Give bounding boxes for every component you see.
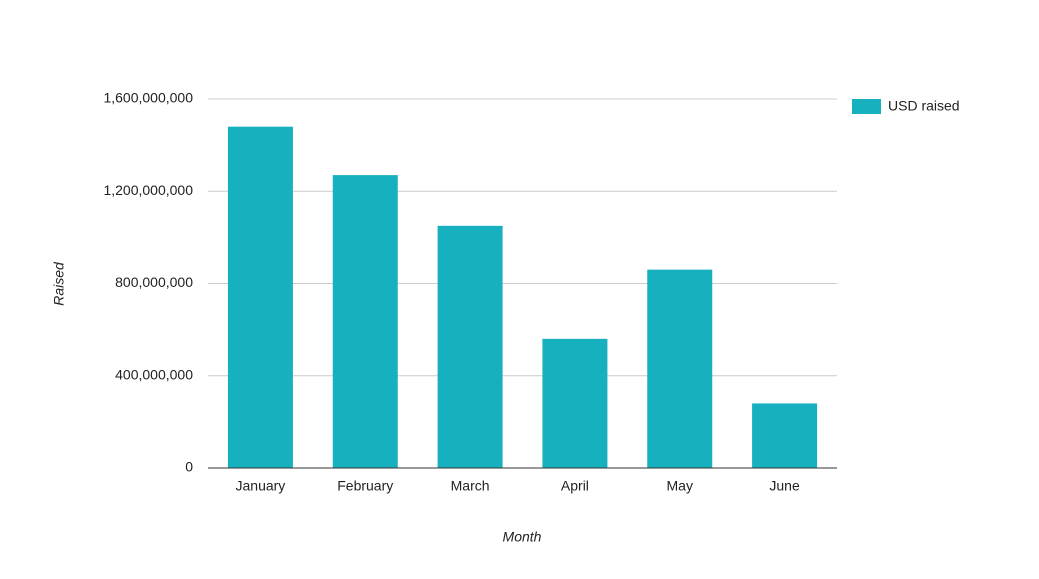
x-tick-label: February — [337, 478, 393, 494]
bar — [332, 175, 398, 468]
bar — [752, 403, 818, 468]
legend-label: USD raised — [888, 98, 960, 114]
y-axis-title: Raised — [51, 261, 67, 306]
y-tick-label: 1,200,000,000 — [103, 182, 193, 198]
bar — [437, 225, 503, 468]
x-tick-label: April — [561, 478, 589, 494]
y-tick-label: 0 — [185, 459, 193, 475]
bar — [542, 338, 608, 468]
x-axis-title: Month — [503, 529, 542, 545]
x-tick-label: January — [236, 478, 286, 494]
y-tick-label: 800,000,000 — [115, 274, 193, 290]
bar — [227, 126, 293, 469]
legend-swatch — [852, 99, 881, 114]
bar — [647, 269, 713, 468]
y-tick-label: 400,000,000 — [115, 366, 193, 382]
x-tick-label: June — [769, 478, 800, 494]
x-tick-label: March — [451, 478, 490, 494]
x-tick-label: May — [667, 478, 693, 494]
y-tick-label: 1,600,000,000 — [103, 90, 193, 106]
